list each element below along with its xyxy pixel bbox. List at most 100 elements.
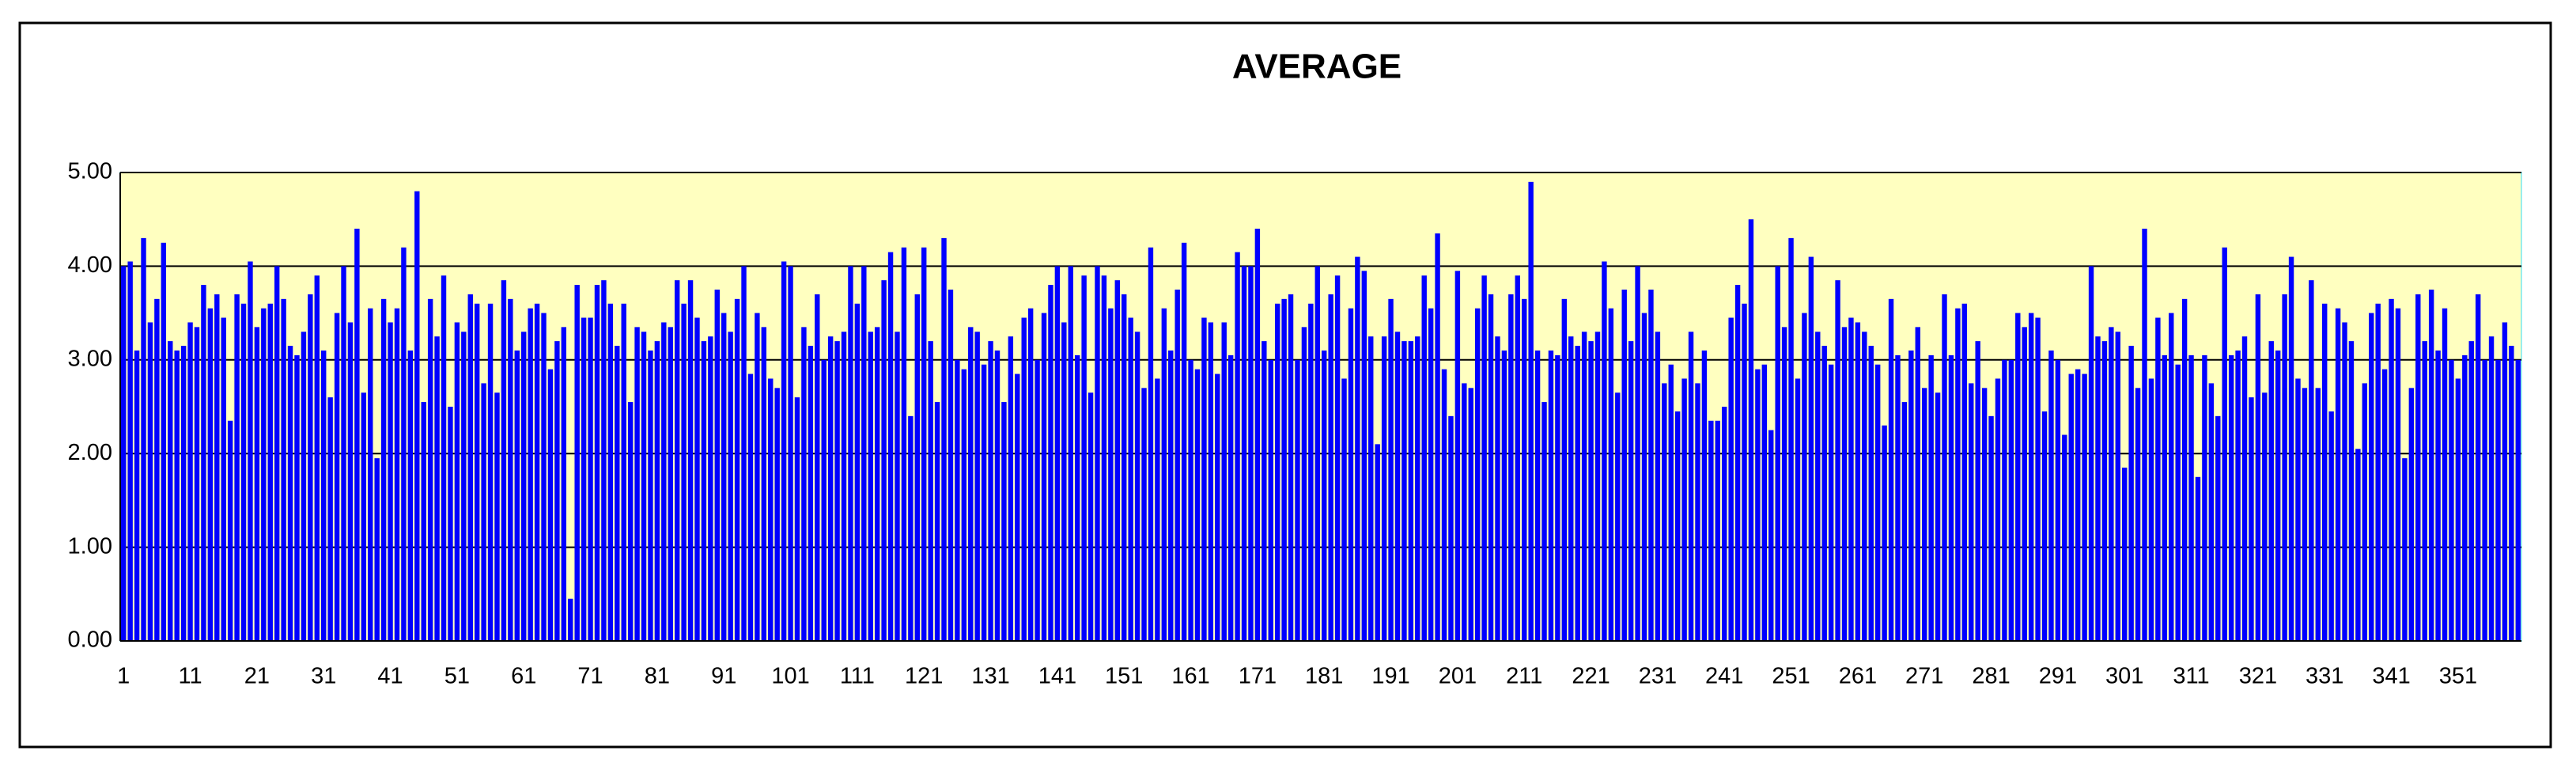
bar bbox=[708, 336, 713, 641]
bar bbox=[1041, 313, 1047, 641]
bar bbox=[994, 350, 1001, 641]
bar bbox=[2088, 266, 2094, 641]
bar bbox=[267, 303, 273, 641]
x-tick-label: 331 bbox=[2306, 664, 2343, 689]
x-tick-label: 271 bbox=[1905, 664, 1943, 689]
bar bbox=[1001, 402, 1007, 641]
bar bbox=[314, 275, 320, 641]
bar bbox=[2122, 467, 2128, 641]
bar bbox=[2355, 449, 2361, 641]
bar bbox=[1415, 336, 1420, 641]
bar bbox=[901, 247, 907, 641]
bar bbox=[2041, 411, 2048, 641]
bar bbox=[747, 373, 754, 641]
bar bbox=[1448, 415, 1454, 641]
bar bbox=[928, 341, 933, 641]
bar bbox=[1095, 266, 1100, 641]
bar bbox=[2249, 397, 2254, 641]
bar bbox=[1008, 336, 1014, 641]
bar bbox=[2048, 350, 2054, 641]
bar bbox=[2028, 313, 2034, 641]
bar bbox=[1522, 298, 1527, 641]
bar bbox=[1928, 354, 1934, 641]
bar bbox=[641, 332, 647, 641]
bar bbox=[1495, 336, 1500, 641]
bar bbox=[2389, 298, 2394, 641]
bar bbox=[621, 303, 626, 641]
bar bbox=[1474, 308, 1481, 641]
x-tick-label: 241 bbox=[1705, 664, 1743, 689]
bar bbox=[454, 322, 460, 641]
bar bbox=[2502, 322, 2508, 641]
bar bbox=[881, 280, 887, 641]
bar bbox=[1481, 275, 1487, 641]
x-tick-label: 211 bbox=[1506, 664, 1542, 689]
bar bbox=[2115, 332, 2120, 641]
bar bbox=[2295, 378, 2301, 641]
bar bbox=[2322, 303, 2328, 641]
bar bbox=[1254, 229, 1261, 641]
bar bbox=[808, 346, 814, 641]
x-tick-label: 221 bbox=[1572, 664, 1610, 689]
bar bbox=[1201, 317, 1207, 641]
bar bbox=[534, 303, 540, 641]
bar bbox=[974, 332, 980, 641]
bar bbox=[1662, 383, 1667, 641]
bar bbox=[2222, 247, 2227, 641]
bar bbox=[674, 280, 680, 641]
bar bbox=[421, 402, 426, 641]
bar bbox=[1101, 275, 1107, 641]
bar bbox=[1468, 388, 1473, 641]
bar bbox=[541, 313, 547, 641]
bar bbox=[681, 303, 687, 641]
bar bbox=[2162, 354, 2168, 641]
bar bbox=[1755, 369, 1761, 641]
bar bbox=[521, 332, 527, 641]
bar bbox=[254, 327, 260, 641]
bar bbox=[1695, 383, 1700, 641]
bar bbox=[1314, 266, 1320, 641]
bar bbox=[1501, 350, 1507, 641]
bar bbox=[561, 327, 567, 641]
bar bbox=[1815, 332, 1821, 641]
x-tick-label: 1 bbox=[117, 664, 130, 689]
bar bbox=[1748, 219, 1754, 641]
bar bbox=[934, 402, 940, 641]
bar bbox=[2395, 308, 2401, 641]
bar bbox=[1568, 336, 1574, 641]
bar bbox=[147, 322, 153, 641]
y-tick-label: 3.00 bbox=[68, 346, 112, 371]
bar bbox=[1608, 308, 1614, 641]
bar bbox=[347, 322, 354, 641]
bar bbox=[1708, 420, 1714, 641]
bar bbox=[1641, 313, 1647, 641]
bar bbox=[815, 294, 820, 641]
x-tick-label: 91 bbox=[711, 664, 736, 689]
bar bbox=[2342, 322, 2347, 641]
x-tick-label: 141 bbox=[1038, 664, 1076, 689]
bar bbox=[141, 237, 146, 641]
bar bbox=[441, 275, 447, 641]
bar bbox=[1948, 354, 1954, 641]
x-tick-label: 291 bbox=[2039, 664, 2077, 689]
bar bbox=[161, 242, 167, 641]
bar bbox=[1227, 354, 1234, 641]
bar bbox=[2369, 313, 2374, 641]
bar bbox=[1401, 341, 1407, 641]
bar bbox=[2235, 350, 2241, 641]
bar bbox=[861, 266, 867, 641]
bar bbox=[981, 364, 987, 641]
bar bbox=[154, 298, 160, 641]
bar bbox=[1462, 383, 1467, 641]
bar bbox=[248, 261, 253, 641]
bar bbox=[1688, 332, 1694, 641]
bar bbox=[2148, 378, 2154, 641]
bar bbox=[2515, 359, 2521, 641]
bar bbox=[1728, 317, 1734, 641]
bar bbox=[494, 392, 500, 641]
bar bbox=[734, 298, 740, 641]
x-tick-label: 191 bbox=[1371, 664, 1409, 689]
bar bbox=[1795, 378, 1801, 641]
bar bbox=[2228, 354, 2234, 641]
bar bbox=[921, 247, 927, 641]
